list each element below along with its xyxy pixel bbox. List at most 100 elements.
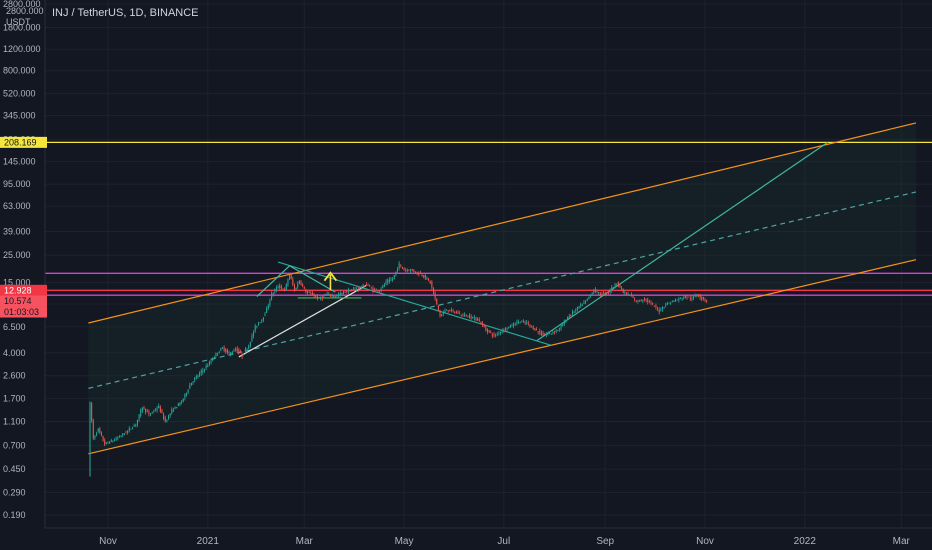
y-tick-label: 345.000 — [3, 110, 36, 120]
candle-body — [369, 285, 371, 287]
candle — [323, 294, 325, 298]
candle-body — [498, 333, 500, 335]
candle-body — [428, 278, 430, 281]
candle-body — [563, 320, 565, 325]
candle — [565, 319, 567, 323]
candle — [439, 309, 441, 318]
candle-body — [573, 311, 575, 313]
candle-body — [444, 310, 446, 313]
candle-body — [94, 436, 96, 438]
candle-body — [181, 401, 183, 403]
candle-body — [678, 298, 680, 301]
candle-body — [192, 381, 194, 383]
candle — [244, 346, 246, 354]
candle-body — [342, 291, 345, 294]
candle — [349, 289, 351, 292]
candle-body — [666, 302, 668, 305]
candle-body — [702, 297, 704, 300]
candle — [524, 320, 526, 325]
candle — [208, 360, 210, 367]
candle — [254, 323, 256, 333]
candle-body — [432, 287, 435, 294]
candle-body — [670, 302, 672, 304]
candle — [423, 275, 425, 279]
candle — [187, 389, 189, 395]
symbol-title[interactable]: INJ / TetherUS, 1D, BINANCE — [52, 7, 199, 19]
candle — [616, 283, 618, 286]
candle — [619, 283, 621, 289]
candle-body — [439, 310, 441, 317]
candlestick-series — [89, 261, 708, 477]
candle-body — [454, 312, 456, 314]
candle-body — [176, 407, 178, 409]
candle-body — [148, 412, 150, 414]
candle — [658, 307, 660, 315]
candle — [230, 351, 232, 357]
candle-body — [483, 326, 485, 328]
candle-body — [223, 347, 225, 351]
candle-body — [305, 289, 307, 293]
candle — [342, 290, 345, 295]
candle — [406, 268, 408, 273]
candle-body — [668, 302, 670, 304]
candle — [387, 278, 389, 286]
y-tick-label: 0.700 — [3, 441, 26, 451]
candle-body — [372, 288, 374, 292]
candle — [544, 332, 546, 335]
candle — [699, 293, 701, 301]
candle — [102, 435, 104, 442]
candle-body — [130, 428, 132, 430]
candle — [455, 310, 457, 314]
candle — [478, 317, 480, 322]
candle-body — [166, 420, 168, 422]
candle — [266, 306, 268, 314]
candle — [251, 333, 253, 343]
candle — [130, 428, 132, 430]
candle — [562, 322, 564, 327]
candle — [591, 292, 593, 296]
candle-body — [588, 296, 590, 300]
candle-body — [310, 293, 312, 294]
candle-body — [699, 295, 701, 298]
time-axis: Nov 2021 Mar May Jul Sep Nov 2022 Mar — [45, 527, 932, 547]
candle — [511, 323, 513, 327]
candle-body — [326, 293, 328, 295]
candle — [135, 423, 137, 428]
candle-body — [643, 298, 646, 300]
candle — [262, 317, 264, 323]
candle-body — [503, 329, 505, 331]
candle-body — [199, 373, 201, 376]
candle — [578, 305, 580, 310]
candle-body — [511, 325, 513, 327]
candle — [609, 288, 611, 295]
candle — [239, 349, 242, 354]
candle — [604, 291, 606, 297]
candle — [154, 407, 156, 412]
candle — [648, 299, 650, 304]
candle-body — [652, 303, 654, 305]
candle-body — [544, 334, 546, 335]
candle — [576, 306, 578, 312]
candle — [447, 310, 449, 313]
candle-body — [352, 289, 354, 290]
candle-body — [341, 292, 343, 295]
y-tick-label: 2800.000 — [3, 0, 41, 9]
candle-body — [442, 312, 444, 314]
candle-body — [545, 334, 547, 335]
candle — [277, 284, 279, 289]
candle-body — [313, 294, 315, 296]
y-tick-label: 1200.000 — [3, 44, 41, 54]
candle-body — [390, 279, 392, 281]
candle — [665, 302, 667, 308]
candle-body — [325, 295, 327, 296]
candle — [275, 285, 278, 293]
candle — [274, 288, 276, 295]
candle-body — [244, 349, 246, 353]
price-axis-unit: 2800.000 USDT — [6, 6, 44, 28]
candle-body — [212, 359, 214, 361]
candle-body — [516, 321, 518, 324]
candle-body — [307, 291, 309, 293]
candle — [341, 292, 343, 295]
